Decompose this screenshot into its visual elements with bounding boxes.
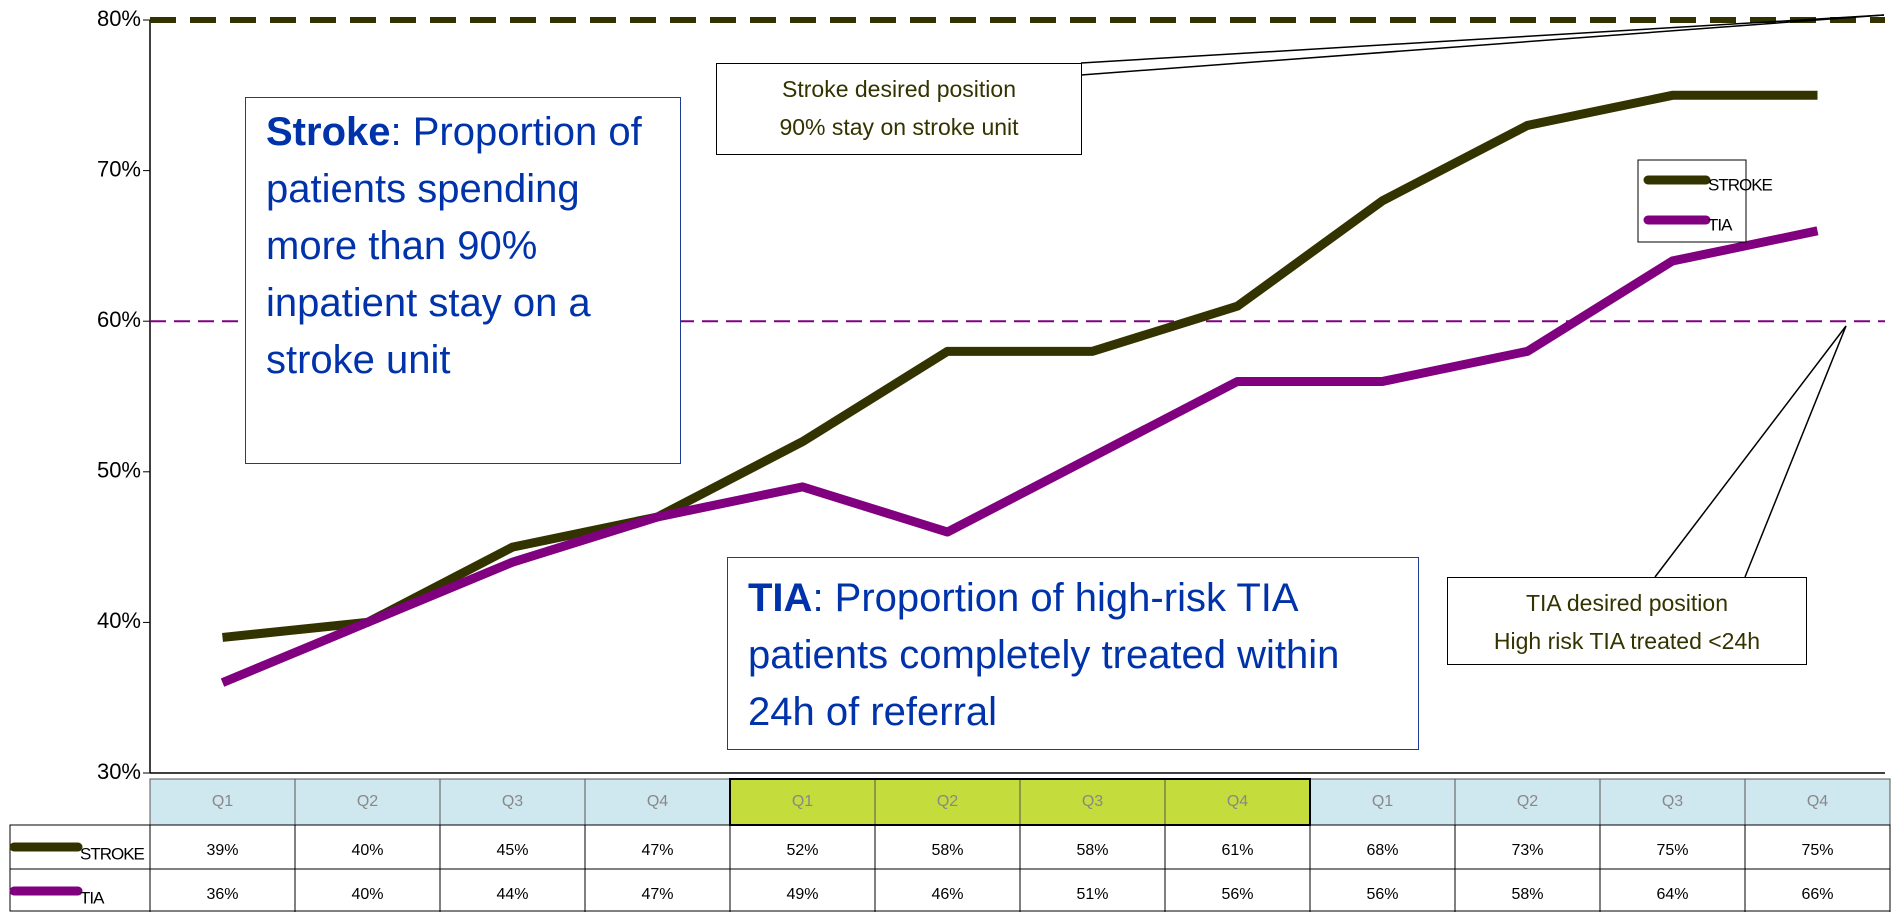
data-label: 51% [1076,886,1108,903]
x-tick-label: Q3 [502,793,523,810]
x-tick-label: Q3 [1082,793,1103,810]
x-tick-label: Q3 [1662,793,1683,810]
x-tick-label: Q2 [357,793,378,810]
stroke-box-text: : Proportion of patients spending more t… [266,110,642,382]
category-cell [1599,778,1746,826]
legend [1637,159,1747,243]
callout-pointer [1654,325,1847,578]
x-tick-label: Q4 [647,793,668,810]
stroke-box-bold: Stroke [266,110,391,154]
x-tick-label: Q2 [1517,793,1538,810]
legend-label: TIA [1708,215,1733,234]
stroke-box: Stroke: Proportion of patients spending … [245,97,681,464]
data-label: 47% [641,842,673,859]
x-tick-label: Q4 [1227,793,1248,810]
category-cell [729,778,876,826]
data-label: 73% [1511,842,1543,859]
x-tick-label: Q2 [937,793,958,810]
category-cell [1309,778,1456,826]
data-label: 36% [206,886,238,903]
callout-pointer [1080,14,1885,64]
category-cell [1164,778,1311,826]
tia-box: TIA: Proportion of high-risk TIA patient… [727,557,1419,750]
callout-line: High risk TIA treated <24h [1493,628,1761,654]
table-series-name: STROKE [80,844,145,863]
category-cell [1019,778,1166,826]
data-label: 39% [206,842,238,859]
tia-box-text: : Proportion of high-risk TIA patients c… [748,576,1340,734]
x-tick-label: Q1 [792,793,813,810]
data-label: 58% [1511,886,1543,903]
data-label: 40% [351,886,383,903]
series-line [220,226,1819,687]
callout-pointer [1744,325,1847,578]
data-label: 49% [786,886,818,903]
category-cell [1744,778,1891,826]
category-cell [1454,778,1601,826]
data-label: 44% [496,886,528,903]
data-label: 75% [1656,842,1688,859]
tia-callout: TIA desired position High risk TIA treate… [1447,577,1807,665]
data-label: 45% [496,842,528,859]
data-label: 75% [1801,842,1833,859]
y-tick-label: 80% [97,6,141,31]
data-label: 64% [1656,886,1688,903]
tia-box-bold: TIA [748,576,813,620]
series-line [222,90,1818,642]
category-cell [439,778,586,826]
category-cell [874,778,1021,826]
x-tick-label: Q1 [1372,793,1393,810]
y-tick-label: 70% [97,156,141,181]
category-cell [584,778,731,826]
data-label: 56% [1221,886,1253,903]
data-label: 68% [1366,842,1398,859]
data-label: 52% [786,842,818,859]
callout-line: Stroke desired position [782,76,1016,102]
data-label: 58% [931,842,963,859]
callout-line: TIA desired position [1525,590,1728,616]
data-label: 56% [1366,886,1398,903]
data-label: 47% [641,886,673,903]
data-label: 66% [1801,886,1833,903]
table-series-name: TIA [80,888,105,907]
y-tick-label: 50% [97,458,141,483]
callout-line: 90% stay on stroke unit [779,114,1019,140]
data-label: 46% [931,886,963,903]
data-label: 58% [1076,842,1108,859]
category-cell [294,778,441,826]
data-label: 40% [351,842,383,859]
callout-pointer [1080,14,1885,76]
y-tick-label: 30% [97,759,141,784]
data-label: 61% [1221,842,1253,859]
y-tick-label: 60% [97,307,141,332]
category-cell [149,778,296,826]
legend-label: STROKE [1708,175,1773,194]
y-tick-label: 40% [97,608,141,633]
stroke-callout: Stroke desired position 90% stay on strok… [716,63,1082,155]
x-tick-label: Q4 [1807,793,1828,810]
x-tick-label: Q1 [212,793,233,810]
